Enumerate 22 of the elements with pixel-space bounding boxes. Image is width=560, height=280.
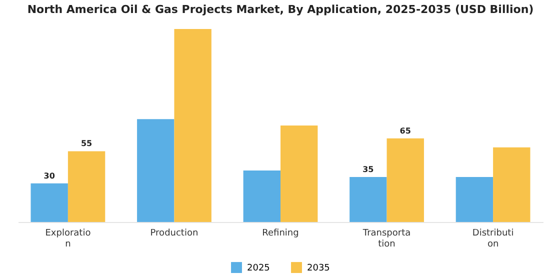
x-tick-label: Production [150, 228, 198, 238]
bar [243, 170, 280, 222]
data-label: 55 [80, 139, 93, 148]
legend-label: 2035 [307, 264, 330, 274]
bar [350, 176, 387, 222]
bar [137, 119, 174, 222]
legend-label: 2025 [247, 264, 270, 274]
data-label: 30 [44, 171, 56, 180]
x-tick-label: Transporta tion [362, 228, 411, 250]
bar [386, 138, 424, 222]
data-label: 65 [400, 126, 412, 136]
x-tick-label: Refining [262, 228, 299, 238]
bar [493, 147, 530, 222]
x-tick-label: Exploratio n [45, 228, 92, 250]
x-tick-label: Distributi on [472, 228, 514, 250]
data-label: 35 [362, 164, 374, 174]
bar [68, 151, 106, 222]
bar [174, 29, 212, 222]
chart-title: North America Oil & Gas Projects Market, By Application, 2025-2035 (USD Billion) [27, 3, 534, 16]
bar [30, 183, 68, 222]
bar [280, 126, 318, 222]
bar [456, 176, 494, 222]
